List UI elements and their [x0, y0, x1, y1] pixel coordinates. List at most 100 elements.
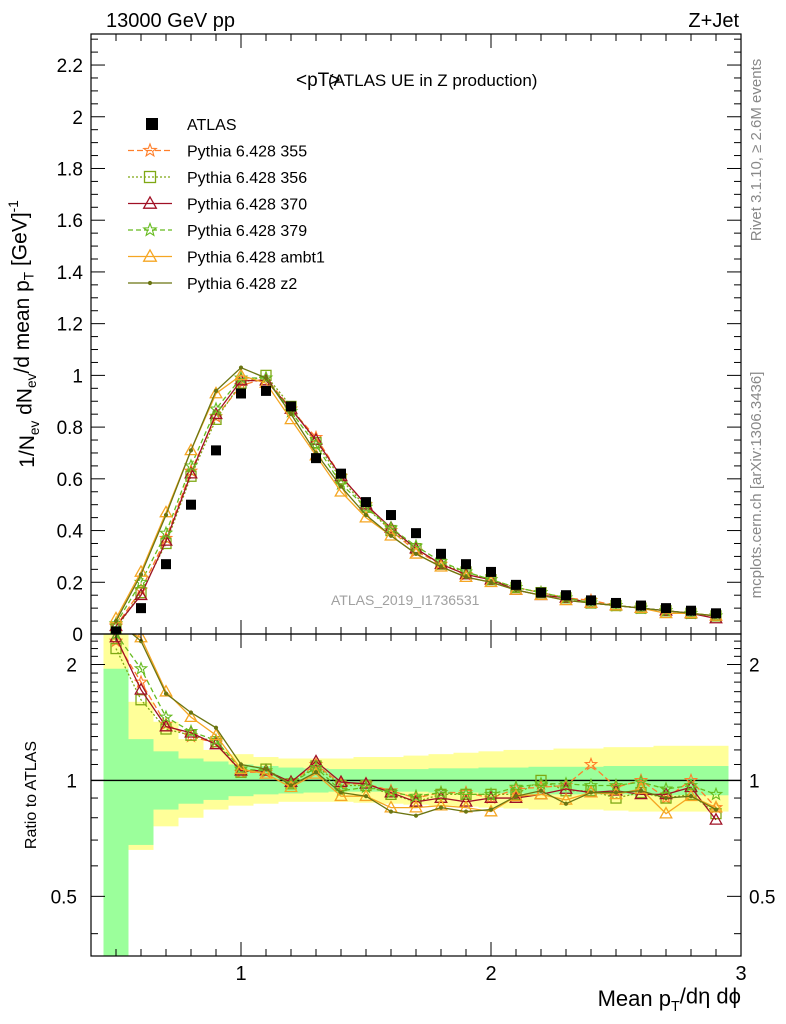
main-y-tick-label: 1.4	[57, 263, 84, 284]
ratio-series-5-point	[413, 813, 419, 818]
ratio-series-5-point	[263, 767, 269, 772]
main-series-3-point	[108, 616, 124, 630]
ratio-series-4-point	[709, 800, 723, 813]
ratio-series-5-point	[363, 794, 369, 799]
ratio-y-tick-label-right: 0.5	[749, 887, 775, 908]
atlas-data-point	[211, 445, 221, 456]
ratio-series-3-point	[533, 776, 549, 790]
atlas-data-point	[361, 497, 371, 508]
ratio-series-4-point	[659, 806, 673, 819]
ratio-series-3-point	[408, 788, 424, 803]
legend-item-1: Pythia 6.428 356	[128, 170, 307, 187]
ratio-series-4-point	[209, 727, 223, 741]
atlas-data-point	[611, 597, 621, 608]
ratio-series-4-point	[284, 779, 298, 793]
main-y-tick-label: 0.6	[57, 470, 83, 491]
ratio-series-4-point	[259, 766, 273, 779]
main-series-3-point	[208, 401, 224, 416]
ratio-y-tick-label: 0.5	[51, 887, 77, 908]
ratio-series-4-point	[159, 684, 173, 697]
ratio-series-3-point	[633, 774, 649, 789]
legend-item-2: Pythia 6.428 370	[128, 195, 307, 214]
main-series-2-point	[184, 466, 198, 479]
ratio-series-4-point	[634, 781, 648, 794]
x-tick-label: 2	[485, 963, 496, 985]
ratio-y-tick-label-right: 2	[749, 655, 760, 676]
ratio-y-tick-label: 2	[66, 655, 77, 676]
ratio-y-tick-label: 1	[66, 771, 77, 792]
main-series-5-point	[238, 365, 244, 370]
atlas-data-point	[186, 499, 196, 510]
x-tick-label: 3	[735, 963, 746, 985]
ratio-series-2-point	[134, 682, 148, 695]
main-y-tick-label: 2.2	[57, 56, 83, 77]
atlas-data-point	[311, 453, 321, 464]
ratio-series-5-point	[588, 790, 594, 795]
x-tick-label: 1	[235, 963, 246, 985]
ratio-series-3-point	[683, 777, 699, 792]
ratio-series-4-point	[234, 761, 248, 775]
ratio-series-5-point	[313, 770, 319, 775]
ratio-series-3-point	[383, 784, 399, 799]
ratio-series-3-point	[558, 776, 574, 790]
legend-label-5: Pythia 6.428 z2	[187, 276, 297, 293]
ratio-series-5-point	[613, 790, 619, 795]
main-plot-area	[108, 365, 724, 634]
ratio-series-3-point	[208, 732, 224, 747]
ratio-series-5-point	[488, 807, 494, 812]
ratio-series-2-point	[359, 776, 373, 789]
main-series-4-point	[184, 443, 198, 456]
ratio-series-3-point	[233, 761, 249, 776]
ratio-series-5-point	[563, 801, 569, 806]
ratio-series-3-point	[708, 786, 724, 801]
mcplots-label: mcplots.cern.ch [arXiv:1306.3436]	[748, 372, 765, 599]
main-series-5-point	[388, 533, 394, 538]
legend-marker-0	[142, 142, 158, 158]
ratio-series-5-point	[163, 691, 169, 696]
ratio-series-5-point	[213, 725, 219, 730]
ratio-plot-area	[91, 634, 741, 956]
ratio-band-inner	[178, 758, 204, 804]
main-series-1-point	[135, 586, 147, 599]
atlas-data-point	[386, 510, 396, 521]
ratio-series-4-point	[534, 787, 548, 800]
legend-label-4: Pythia 6.428 ambt1	[187, 250, 325, 267]
x-axis-title: Mean pT​/dη dϕ	[598, 983, 741, 1015]
main-series-5-point	[488, 580, 494, 585]
main-series-3-point	[158, 525, 174, 540]
main-series-5-point	[188, 448, 194, 453]
atlas-data-point	[536, 587, 546, 598]
main-series-2-point	[384, 520, 398, 533]
main-series-5-point	[288, 412, 294, 417]
ratio-series-2-point	[259, 763, 273, 776]
atlas-data-point	[711, 608, 721, 619]
atlas-data-point	[636, 600, 646, 611]
atlas-data-point	[436, 548, 446, 559]
ratio-series-4-point	[184, 709, 198, 723]
main-series-5-point	[138, 572, 144, 577]
main-series-line-5	[115, 366, 717, 622]
atlas-data-point	[336, 468, 346, 479]
main-series-5-point	[463, 575, 469, 580]
ratio-series-5-point	[688, 794, 694, 799]
ratio-series-5-point	[388, 809, 394, 814]
ratio-series-5-point	[538, 788, 544, 793]
main-series-5-point	[438, 564, 444, 569]
header-right-label: Z+Jet	[688, 10, 739, 32]
main-series-3-point	[433, 554, 449, 568]
analysis-label: ATLAS_2019_I1736531	[331, 592, 480, 608]
ratio-y-tick-label-right: 1	[749, 771, 760, 792]
ratio-series-2-point	[459, 794, 473, 807]
svg-text:Ratio to ATLAS: Ratio to ATLAS	[23, 741, 40, 849]
main-series-3-point	[183, 458, 199, 473]
atlas-data-point	[511, 579, 521, 590]
legend-marker-2	[142, 195, 158, 209]
ratio-series-0-point	[583, 756, 599, 771]
ratio-series-2-point	[709, 812, 723, 825]
ratio-series-5-point	[238, 762, 244, 767]
ratio-series-5-point	[638, 788, 644, 793]
ratio-series-4-point	[434, 798, 448, 811]
ratio-series-3-point	[158, 709, 174, 724]
atlas-data-point	[586, 595, 596, 606]
